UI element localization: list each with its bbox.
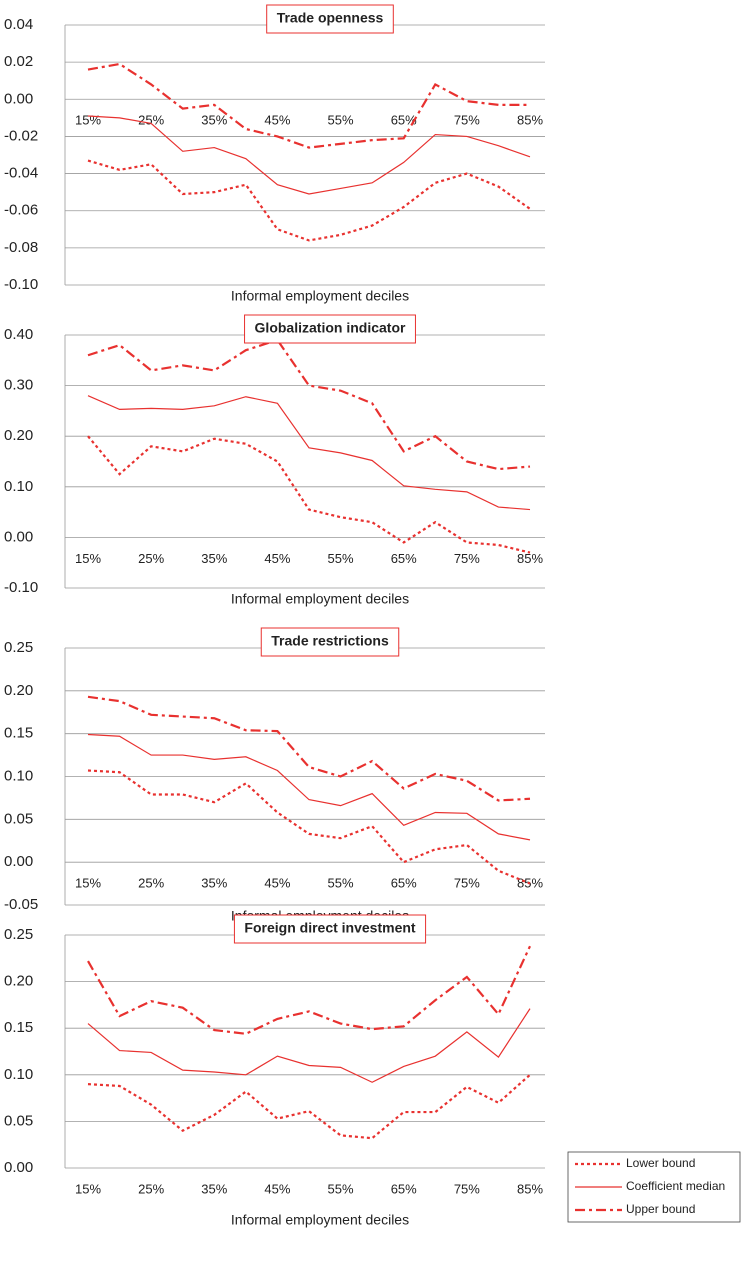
x-tick-label: 55% bbox=[328, 876, 354, 891]
y-tick-label: 0.15 bbox=[4, 725, 33, 742]
y-tick-label: 0.00 bbox=[4, 90, 33, 107]
y-tick-label: 0.30 bbox=[4, 377, 33, 394]
series-line bbox=[87, 1073, 531, 1140]
series-line bbox=[87, 945, 531, 1035]
x-tick-label: 65% bbox=[391, 113, 417, 128]
y-tick-label: 0.20 bbox=[4, 682, 33, 699]
series-line bbox=[87, 769, 531, 885]
y-tick-label: 0.40 bbox=[4, 326, 33, 343]
y-tick-label: -0.10 bbox=[4, 579, 38, 596]
title-box bbox=[233, 914, 427, 944]
y-tick-label: -0.04 bbox=[4, 165, 38, 182]
y-tick-label: -0.08 bbox=[4, 239, 38, 256]
chart-title: Trade openness bbox=[277, 10, 384, 26]
x-tick-label: 25% bbox=[138, 113, 164, 128]
x-tick-label: 35% bbox=[201, 551, 227, 566]
x-tick-label: 55% bbox=[328, 113, 354, 128]
x-tick-label: 35% bbox=[201, 113, 227, 128]
series-line bbox=[87, 159, 531, 242]
x-tick-label: 55% bbox=[328, 551, 354, 566]
x-axis-label: Informal employment deciles bbox=[231, 1212, 409, 1228]
y-tick-label: 0.20 bbox=[4, 973, 33, 990]
y-tick-label: 0.10 bbox=[4, 767, 33, 784]
legend-label: Lower bound bbox=[626, 1156, 695, 1170]
y-tick-label: 0.00 bbox=[4, 1159, 33, 1176]
x-tick-label: 65% bbox=[391, 551, 417, 566]
x-tick-label: 35% bbox=[201, 876, 227, 891]
series-line bbox=[87, 338, 531, 471]
x-tick-label: 75% bbox=[454, 876, 480, 891]
y-tick-label: 0.25 bbox=[4, 926, 33, 943]
chart-title: Foreign direct investment bbox=[244, 920, 415, 936]
x-tick-label: 45% bbox=[264, 113, 290, 128]
series-line bbox=[87, 435, 531, 554]
y-tick-label: 0.05 bbox=[4, 1112, 33, 1129]
x-tick-label: 85% bbox=[517, 876, 543, 891]
y-tick-label: -0.02 bbox=[4, 127, 38, 144]
y-tick-label: 0.20 bbox=[4, 427, 33, 444]
y-tick-label: 0.10 bbox=[4, 478, 33, 495]
x-tick-label: 15% bbox=[75, 113, 101, 128]
y-tick-label: -0.06 bbox=[4, 202, 38, 219]
y-tick-label: -0.05 bbox=[4, 896, 38, 913]
legend-label: Coefficient median bbox=[626, 1179, 725, 1193]
x-tick-label: 25% bbox=[138, 551, 164, 566]
y-tick-label: 0.10 bbox=[4, 1066, 33, 1083]
x-tick-label: 65% bbox=[391, 876, 417, 891]
x-tick-label: 25% bbox=[138, 876, 164, 891]
series-line bbox=[87, 733, 531, 841]
chart-title: Trade restrictions bbox=[271, 633, 389, 649]
y-tick-label: -0.10 bbox=[4, 276, 38, 293]
y-tick-label: 0.25 bbox=[4, 639, 33, 656]
series-line bbox=[87, 695, 531, 802]
y-tick-label: 0.15 bbox=[4, 1019, 33, 1036]
series-line bbox=[87, 115, 531, 195]
x-tick-label: 15% bbox=[75, 1181, 101, 1196]
y-tick-label: 0.00 bbox=[4, 528, 33, 545]
y-tick-label: 0.04 bbox=[4, 16, 33, 33]
x-tick-label: 45% bbox=[264, 1181, 290, 1196]
title-box bbox=[260, 627, 400, 657]
x-tick-label: 15% bbox=[75, 876, 101, 891]
title-box bbox=[244, 314, 416, 344]
series-line bbox=[87, 62, 530, 149]
y-tick-label: 0.02 bbox=[4, 53, 33, 70]
x-tick-label: 75% bbox=[454, 551, 480, 566]
x-tick-label: 85% bbox=[517, 551, 543, 566]
x-tick-label: 35% bbox=[201, 1181, 227, 1196]
x-tick-label: 15% bbox=[75, 551, 101, 566]
x-tick-label: 85% bbox=[517, 113, 543, 128]
x-tick-label: 85% bbox=[517, 1181, 543, 1196]
x-tick-label: 45% bbox=[264, 551, 290, 566]
y-tick-label: 0.05 bbox=[4, 810, 33, 827]
legend-label: Upper bound bbox=[626, 1202, 695, 1216]
x-tick-label: 45% bbox=[264, 876, 290, 891]
y-tick-label: 0.00 bbox=[4, 853, 33, 870]
x-tick-label: 25% bbox=[138, 1181, 164, 1196]
chart-title: Globalization indicator bbox=[255, 320, 406, 336]
series-line bbox=[87, 395, 531, 511]
x-tick-label: 55% bbox=[328, 1181, 354, 1196]
title-box bbox=[266, 4, 394, 34]
x-axis-label: Informal employment deciles bbox=[231, 288, 409, 304]
series-line bbox=[87, 1008, 531, 1083]
x-tick-label: 75% bbox=[454, 1181, 480, 1196]
x-tick-label: 75% bbox=[454, 113, 480, 128]
x-axis-label: Informal employment deciles bbox=[231, 591, 409, 607]
x-tick-label: 65% bbox=[391, 1181, 417, 1196]
